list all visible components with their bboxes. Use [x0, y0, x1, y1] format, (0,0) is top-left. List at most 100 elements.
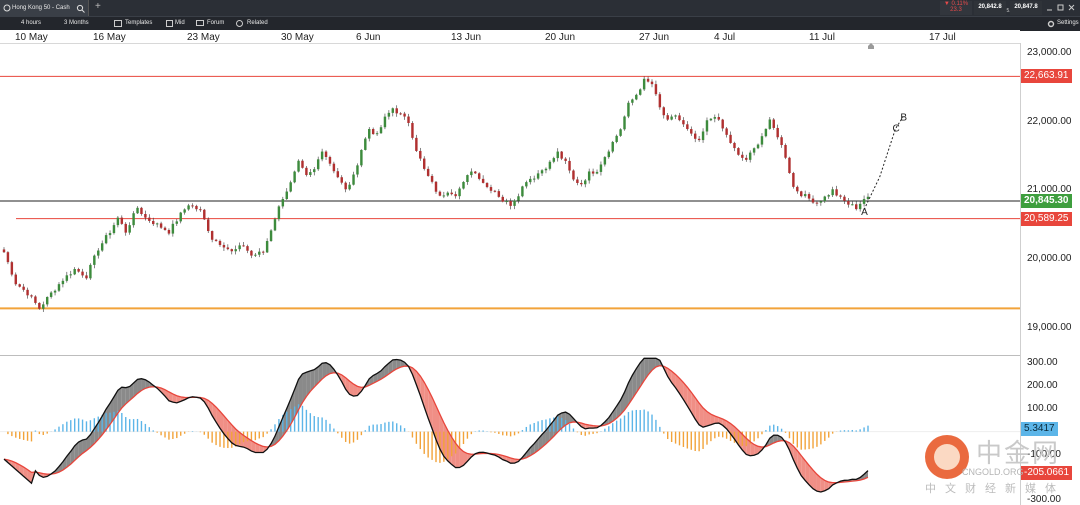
candle: [642, 78, 646, 90]
candle: [678, 115, 681, 121]
candle: [93, 255, 96, 265]
maximize-icon[interactable]: [1057, 4, 1064, 11]
wave-label-a: A: [861, 207, 868, 218]
interval-selector[interactable]: 4 hours: [21, 20, 42, 26]
candle: [116, 217, 120, 226]
candle: [356, 165, 359, 175]
macd-cloud-segment: [298, 373, 303, 410]
settings-button[interactable]: Settings: [1057, 20, 1079, 26]
wave-label-b: B: [900, 112, 907, 123]
templates-button[interactable]: Templates: [125, 20, 153, 26]
macd-cloud-segment: [699, 403, 704, 428]
candle: [572, 170, 575, 180]
macd-cloud-segment: [553, 415, 558, 437]
candle: [128, 225, 131, 233]
candle: [556, 151, 559, 159]
candle: [540, 170, 544, 174]
macd-cloud-segment: [667, 368, 672, 383]
x-tick-label: 16 May: [93, 32, 126, 43]
macd-cloud-segment: [640, 358, 645, 387]
price-chart[interactable]: A BC: [0, 43, 1020, 355]
watermark-logo: 中金网 CNGOLD.ORG 中文财经新媒体: [920, 430, 1070, 500]
candle: [423, 158, 426, 169]
candle: [690, 129, 693, 134]
candle: [159, 223, 163, 228]
candle: [670, 116, 673, 120]
candle: [97, 250, 100, 256]
candle: [701, 131, 705, 141]
candle: [756, 144, 760, 149]
macd-tick-label: -100.00: [1027, 448, 1061, 460]
macd-cloud-segment: [357, 386, 362, 396]
add-tab-button[interactable]: +: [95, 1, 101, 12]
candle: [686, 124, 689, 130]
macd-cloud-segment: [121, 387, 126, 408]
candle: [419, 150, 422, 159]
candle: [309, 172, 312, 175]
candle: [218, 240, 222, 245]
logo-english: CNGOLD.ORG: [962, 467, 1024, 477]
candle: [203, 209, 206, 220]
candle: [529, 178, 532, 183]
x-tick-label: 27 Jun: [639, 32, 670, 43]
candle: [375, 133, 379, 135]
macd-chart[interactable]: [0, 356, 1020, 505]
forum-button[interactable]: Forum: [207, 20, 225, 26]
candle: [607, 151, 611, 158]
candle: [112, 225, 116, 234]
macd-cloud-segment: [557, 412, 562, 433]
candle: [379, 127, 383, 134]
candle: [124, 223, 127, 233]
candle: [819, 201, 823, 203]
candle: [42, 304, 45, 309]
macd-cloud-segment: [644, 358, 649, 381]
range-selector[interactable]: 3 Months: [64, 20, 89, 26]
candle: [858, 203, 862, 210]
sell-price-button[interactable]: 20,842.8: [974, 1, 1006, 15]
macd-cloud-segment: [608, 411, 613, 424]
candle: [2, 249, 6, 253]
macd-cloud-segment: [11, 461, 16, 470]
candle: [199, 209, 202, 211]
price-tick-label: 21,000.00: [1027, 184, 1072, 196]
candle: [627, 102, 630, 117]
candle: [407, 116, 410, 123]
x-tick-label: 13 Jun: [451, 32, 482, 43]
candle: [332, 163, 336, 172]
candle: [639, 89, 642, 95]
candle: [324, 151, 328, 157]
macd-cloud-segment: [789, 442, 794, 460]
candle: [501, 196, 504, 202]
y-axis: 23,000.00 22,000.00 21,000.00 20,000.00 19,0…: [1020, 43, 1080, 505]
candle: [568, 160, 571, 171]
search-icon[interactable]: [76, 4, 85, 13]
candle: [544, 168, 548, 171]
buy-price-button[interactable]: 20,847.8: [1010, 1, 1042, 15]
macd-cloud-segment: [58, 461, 63, 473]
macd-cloud-segment: [78, 440, 83, 457]
candle: [697, 138, 701, 141]
x-tick-label: 23 May: [187, 32, 220, 43]
logo-mark-inner: [934, 444, 960, 470]
macd-cloud-segment: [813, 470, 817, 492]
candle: [505, 201, 508, 203]
macd-cloud-segment: [176, 395, 181, 403]
macd-cloud-segment: [129, 383, 134, 401]
candle: [462, 181, 465, 189]
instrument-tab[interactable]: Hong Kong 50 - Cash: [0, 0, 89, 16]
mid-button[interactable]: Mid: [175, 20, 185, 26]
pane-separator[interactable]: [0, 355, 1080, 356]
candle: [30, 295, 33, 297]
close-icon[interactable]: [1068, 4, 1075, 11]
logo-text: 中金网: [976, 439, 1061, 469]
candle: [214, 239, 218, 241]
candle: [163, 227, 167, 231]
macd-cloud-segment: [691, 392, 696, 420]
candle: [760, 136, 764, 145]
related-button[interactable]: Related: [247, 20, 268, 26]
macd-cloud-segment: [310, 369, 315, 392]
candle: [682, 120, 685, 125]
macd-cloud-segment: [117, 387, 122, 414]
candle: [430, 175, 434, 182]
candle: [631, 99, 634, 103]
